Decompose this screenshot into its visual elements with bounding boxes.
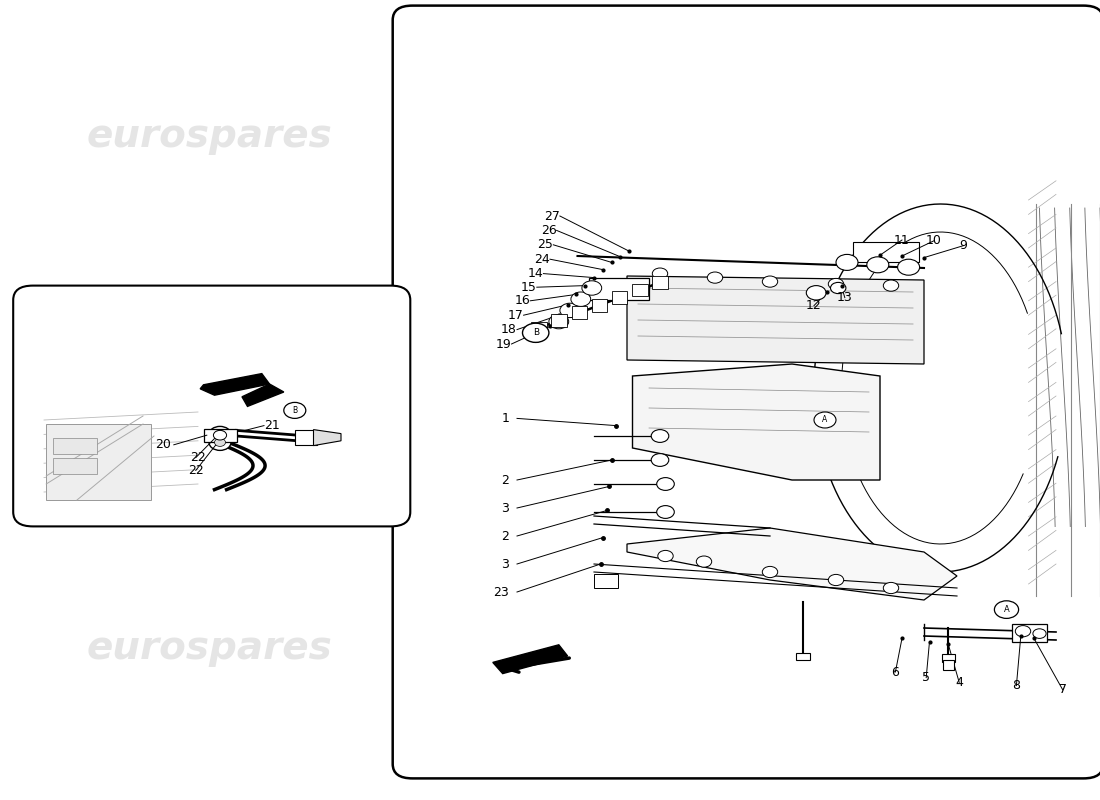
Text: eurospares: eurospares xyxy=(86,629,332,667)
Bar xyxy=(612,291,627,304)
Circle shape xyxy=(214,430,225,438)
Bar xyxy=(943,660,954,670)
Text: 24: 24 xyxy=(535,253,550,266)
Circle shape xyxy=(209,426,231,442)
Bar xyxy=(204,429,236,442)
Text: B: B xyxy=(532,328,539,338)
Text: 6: 6 xyxy=(891,666,900,678)
Text: 22: 22 xyxy=(188,464,204,477)
Bar xyxy=(53,438,97,454)
Text: 7: 7 xyxy=(1058,683,1067,696)
Text: eurospares: eurospares xyxy=(625,381,871,419)
Text: 1: 1 xyxy=(502,412,509,425)
Polygon shape xyxy=(200,374,270,395)
Text: A: A xyxy=(1003,605,1010,614)
Circle shape xyxy=(830,282,846,294)
Bar xyxy=(592,299,607,312)
Circle shape xyxy=(658,550,673,562)
Text: 14: 14 xyxy=(528,267,543,280)
Circle shape xyxy=(522,323,549,342)
Circle shape xyxy=(582,281,602,295)
Text: B: B xyxy=(293,406,297,415)
Bar xyxy=(852,242,918,262)
Bar xyxy=(1012,624,1047,642)
Text: 17: 17 xyxy=(508,309,524,322)
Text: 10: 10 xyxy=(926,234,942,247)
Circle shape xyxy=(898,259,920,275)
Text: 11: 11 xyxy=(894,234,910,246)
Polygon shape xyxy=(493,645,568,674)
Polygon shape xyxy=(314,430,341,446)
Text: 22: 22 xyxy=(190,451,206,464)
Text: 20: 20 xyxy=(155,438,170,451)
Text: eurospares: eurospares xyxy=(86,117,332,155)
Text: 16: 16 xyxy=(515,294,530,307)
Circle shape xyxy=(762,276,778,287)
Text: 2: 2 xyxy=(502,474,509,486)
Circle shape xyxy=(707,272,723,283)
Circle shape xyxy=(213,430,227,440)
Circle shape xyxy=(814,412,836,428)
Bar xyxy=(53,458,97,474)
Polygon shape xyxy=(242,384,284,406)
Text: 18: 18 xyxy=(502,323,517,336)
Bar xyxy=(652,276,668,289)
Text: 3: 3 xyxy=(502,558,509,570)
Text: 13: 13 xyxy=(837,291,852,304)
Circle shape xyxy=(883,280,899,291)
Text: 2: 2 xyxy=(502,530,509,542)
Circle shape xyxy=(560,303,580,318)
Circle shape xyxy=(214,438,225,446)
Bar xyxy=(588,278,649,300)
Bar xyxy=(632,284,648,297)
Circle shape xyxy=(806,286,826,300)
Circle shape xyxy=(867,257,889,273)
Circle shape xyxy=(571,292,591,306)
Text: 27: 27 xyxy=(544,210,560,222)
Circle shape xyxy=(883,582,899,594)
Bar xyxy=(551,314,566,327)
Bar xyxy=(295,430,317,445)
Circle shape xyxy=(657,478,674,490)
Circle shape xyxy=(209,434,231,450)
Circle shape xyxy=(657,506,674,518)
FancyBboxPatch shape xyxy=(393,6,1100,778)
Circle shape xyxy=(828,278,844,290)
Circle shape xyxy=(652,268,668,279)
Circle shape xyxy=(651,430,669,442)
Text: 12: 12 xyxy=(806,299,822,312)
Text: 23: 23 xyxy=(494,586,509,598)
Circle shape xyxy=(762,566,778,578)
Text: 9: 9 xyxy=(959,239,968,252)
Circle shape xyxy=(994,601,1019,618)
Text: 21: 21 xyxy=(264,419,279,432)
Circle shape xyxy=(696,556,712,567)
Text: A: A xyxy=(823,415,827,425)
Polygon shape xyxy=(632,364,880,480)
Polygon shape xyxy=(627,276,924,364)
Text: 26: 26 xyxy=(541,224,557,237)
Circle shape xyxy=(651,454,669,466)
Bar xyxy=(531,322,547,334)
Polygon shape xyxy=(627,528,957,600)
Circle shape xyxy=(549,314,569,329)
Circle shape xyxy=(1015,626,1031,637)
Circle shape xyxy=(1033,629,1046,638)
Text: 25: 25 xyxy=(538,238,553,251)
Text: 8: 8 xyxy=(1012,679,1021,692)
Text: 15: 15 xyxy=(521,281,537,294)
Bar xyxy=(942,654,955,662)
Text: 4: 4 xyxy=(955,676,964,689)
Circle shape xyxy=(836,254,858,270)
Circle shape xyxy=(828,574,844,586)
Text: 5: 5 xyxy=(922,671,931,684)
Bar xyxy=(594,574,618,588)
Circle shape xyxy=(284,402,306,418)
FancyBboxPatch shape xyxy=(13,286,410,526)
Bar xyxy=(796,653,810,660)
Text: 3: 3 xyxy=(502,502,509,514)
Bar xyxy=(46,424,151,500)
Text: 19: 19 xyxy=(496,338,512,350)
Bar xyxy=(572,306,587,319)
